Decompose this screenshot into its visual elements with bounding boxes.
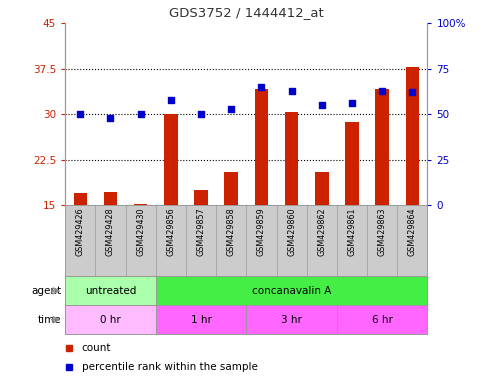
Text: percentile rank within the sample: percentile rank within the sample (82, 362, 257, 372)
Text: 3 hr: 3 hr (281, 314, 302, 325)
Point (318, 102, 326, 108)
Text: count: count (82, 343, 111, 353)
Bar (194, 190, 208, 205)
Bar (134, 204, 147, 205)
Point (288, 88, 296, 94)
Text: untreated: untreated (85, 286, 136, 296)
Text: time: time (38, 314, 62, 325)
Bar (315, 172, 328, 205)
Text: GSM429856: GSM429856 (166, 208, 175, 256)
Text: GSM429863: GSM429863 (378, 208, 387, 256)
Bar (285, 113, 298, 205)
Bar (156, 305, 246, 334)
Text: GSM429864: GSM429864 (408, 208, 417, 256)
Text: GSM429428: GSM429428 (106, 208, 115, 256)
Bar (156, 276, 427, 305)
Text: 1 hr: 1 hr (191, 314, 212, 325)
Bar (104, 192, 117, 205)
Point (197, 111, 205, 118)
Text: agent: agent (31, 286, 62, 296)
Text: GSM429862: GSM429862 (317, 208, 327, 256)
Point (378, 88, 386, 94)
Point (409, 89, 416, 96)
Bar (375, 89, 389, 205)
Text: GSM429430: GSM429430 (136, 208, 145, 256)
Text: GSM429857: GSM429857 (197, 208, 206, 257)
Bar (65, 276, 156, 305)
Text: GSM429860: GSM429860 (287, 208, 296, 256)
Bar (225, 172, 238, 205)
Point (257, 84, 265, 90)
Bar (164, 114, 178, 205)
Bar (345, 122, 359, 205)
Point (167, 97, 175, 103)
Point (107, 115, 114, 121)
Text: GSM429859: GSM429859 (257, 208, 266, 257)
Bar (255, 89, 268, 205)
Text: GSM429861: GSM429861 (347, 208, 356, 256)
Text: GSM429426: GSM429426 (76, 208, 85, 256)
Text: concanavalin A: concanavalin A (252, 286, 331, 296)
Point (227, 106, 235, 112)
Text: 0 hr: 0 hr (100, 314, 121, 325)
Point (137, 111, 144, 118)
Text: GSM429858: GSM429858 (227, 208, 236, 256)
Bar (406, 67, 419, 205)
Bar (65, 305, 156, 334)
Point (76, 111, 84, 118)
Text: 6 hr: 6 hr (372, 314, 393, 325)
Bar (73, 193, 87, 205)
Bar (246, 305, 337, 334)
Title: GDS3752 / 1444412_at: GDS3752 / 1444412_at (169, 6, 324, 19)
Bar (337, 305, 427, 334)
Point (348, 100, 356, 106)
